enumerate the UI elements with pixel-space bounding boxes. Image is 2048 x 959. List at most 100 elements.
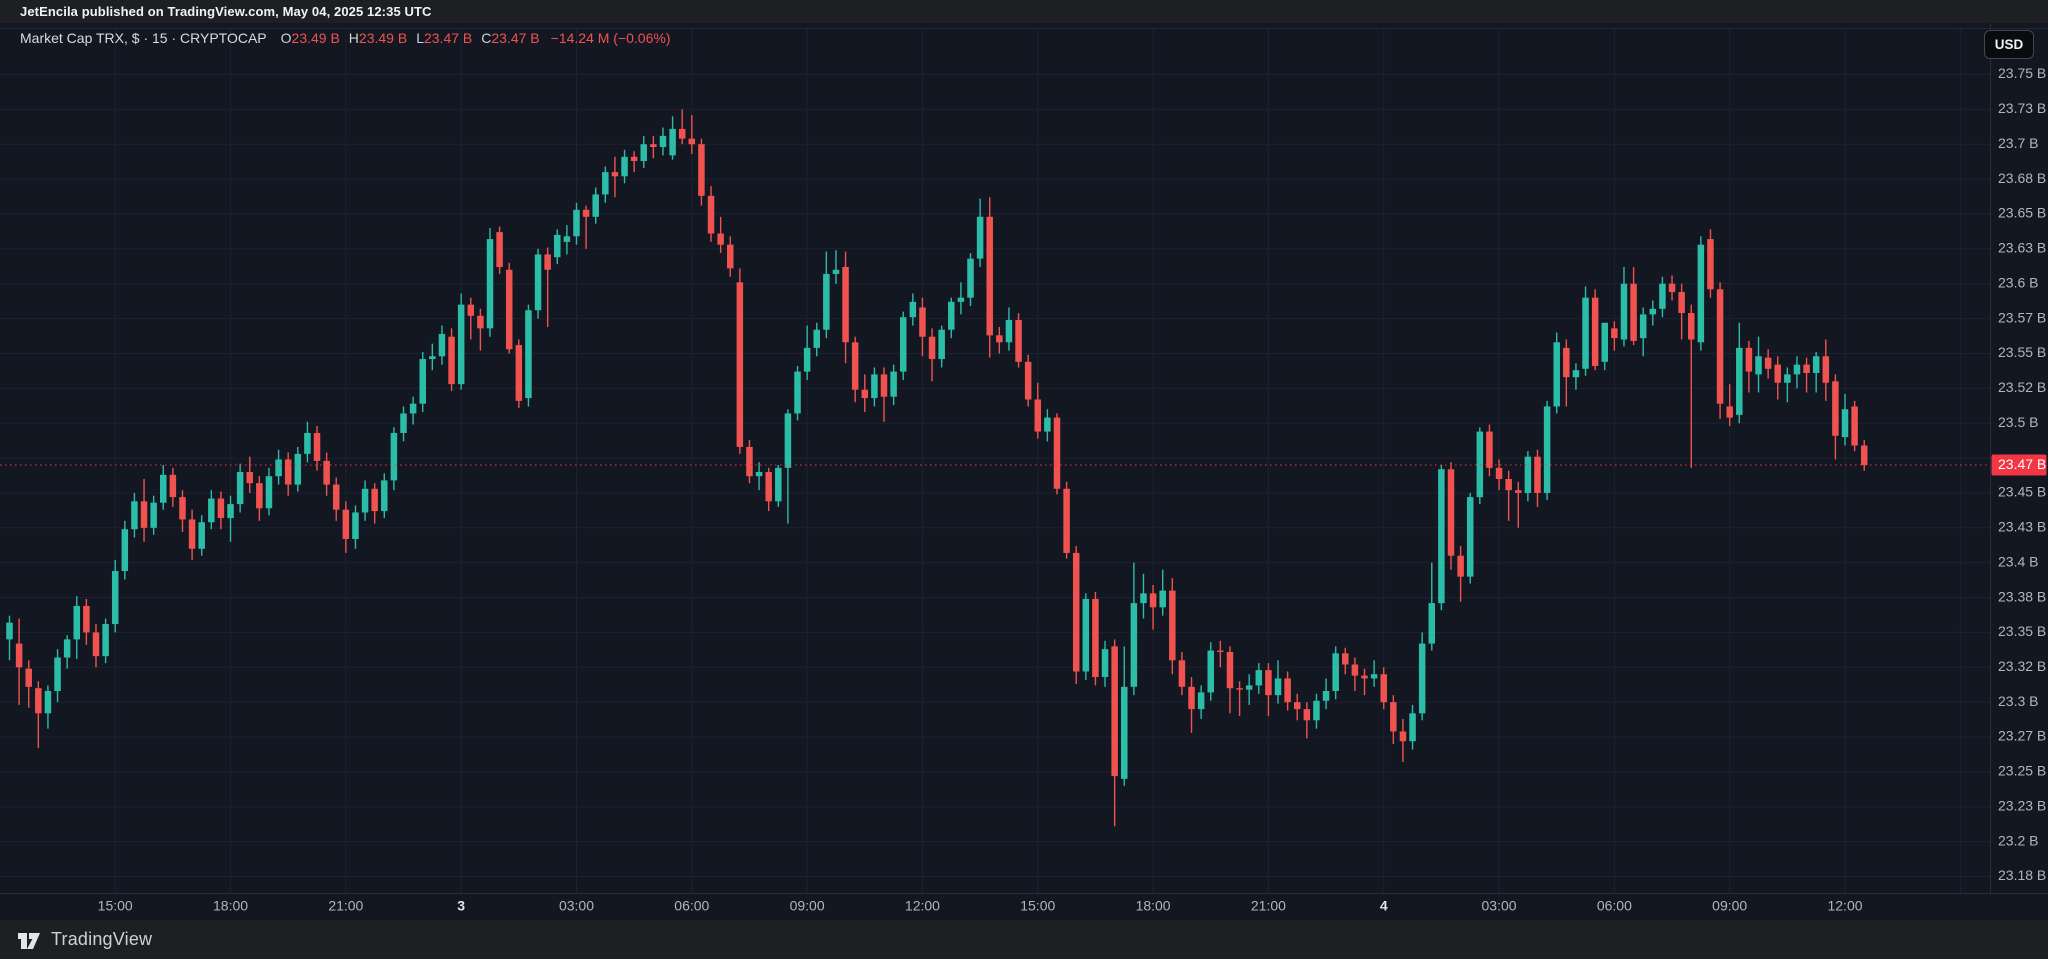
candle-body [361,488,369,513]
candle-body [1563,347,1570,378]
candle-body [1466,497,1474,577]
candle-body [1736,347,1743,415]
candle-body [1005,319,1013,343]
candle-body [976,216,984,259]
candle-body [169,474,177,498]
candle-body [1688,313,1695,340]
tradingview-logo-icon[interactable] [16,927,42,953]
price-tick-label: 23.7 B [1998,135,2038,151]
candle-body [73,605,81,640]
price-axis[interactable]: 23.75 B 23.73 B 23.7 B 23.68 B 23.65 B 23.63 … [1998,65,2046,883]
candle-body [198,522,205,549]
price-tick-label: 23.68 B [1998,170,2046,186]
bottom-bar: TradingView [0,920,2048,959]
candle-body [265,476,273,509]
candle-body [140,501,148,528]
candle-body [1812,356,1820,373]
candle-body [150,502,157,528]
price-chart-svg[interactable]: 23.75 B 23.73 B 23.7 B 23.68 B 23.65 B 23.63 … [0,23,2048,920]
price-tick-label: 23.18 B [1998,867,2046,883]
candle-body [1121,686,1128,779]
candle-body [544,254,551,270]
candle-body [1601,322,1609,362]
candle-body [1130,603,1138,687]
candle-body [1101,649,1109,678]
candle-body [1044,417,1051,432]
candle-body [1486,431,1493,468]
price-tick-label: 23.27 B [1998,728,2046,744]
time-tick-label: 12:00 [1827,898,1862,914]
candle-body [188,519,196,549]
candle-body [6,622,13,640]
candle-body [803,347,811,372]
candle-body [967,258,974,298]
candle-body [1015,319,1022,362]
price-tick-label: 23.38 B [1998,588,2046,604]
candle-body [1178,660,1186,687]
time-axis[interactable]: 15:00 18:00 21:00 3 03:00 06:00 09:00 12:00 15:0… [98,898,1863,914]
candle-body [1370,674,1378,679]
candle-body [851,342,859,390]
candle-body [1082,598,1090,672]
candle-body [621,156,628,177]
candle-body [899,317,907,372]
candle-body [429,356,436,360]
candle-body [1524,456,1532,493]
candle-body [284,459,292,485]
price-tick-label: 23.52 B [1998,379,2046,395]
candle-body [1092,598,1099,678]
candle-body [919,307,926,337]
candle-body [871,374,878,399]
candle-body [707,195,715,234]
time-tick-label: 06:00 [674,898,709,914]
candle-body [1034,399,1042,432]
candle-body [1774,364,1781,383]
time-tick-label: 3 [457,898,465,914]
candle-body [1745,347,1753,372]
candle-body [1265,670,1272,696]
candle-body [400,413,407,433]
candle-body [35,688,42,714]
candle-body [640,144,648,161]
candle-body [505,269,513,350]
candle-body [1303,709,1311,721]
candle-body [457,304,465,385]
candles [6,109,1868,827]
candle-body [592,194,599,217]
candle-body [160,474,167,503]
candle-body [467,304,475,316]
time-tick-label: 15:00 [98,898,133,914]
publish-bar-text: JetEncila published on TradingView.com, … [20,4,432,19]
candle-body [1207,650,1214,693]
price-tick-label: 23.73 B [1998,100,2046,116]
candle-body [1380,674,1387,703]
candle-body [1582,297,1589,369]
time-tick-label: 03:00 [559,898,594,914]
candle-body [323,460,330,485]
tradingview-wordmark[interactable]: TradingView [51,929,153,949]
price-tick-label: 23.23 B [1998,797,2046,813]
candle-body [1409,713,1416,742]
last-price-tag: 23.47 B [1991,454,2047,476]
candle-body [15,643,23,668]
candle-body [409,403,417,414]
candle-body [736,282,744,447]
candle-body [1322,691,1330,701]
candle-body [1505,478,1512,491]
candle-body [1716,289,1724,404]
candle-body [294,453,302,485]
last-price-label: 23.47 B [1998,456,2046,472]
candle-body [1841,409,1849,438]
candle-body [131,501,138,530]
candle-body [1495,467,1503,479]
currency-toggle-button[interactable]: USD [1984,30,2034,59]
price-tick-label: 23.57 B [1998,309,2046,325]
candle-body [1832,381,1839,436]
candle-body [1188,686,1195,710]
candle-body [1293,702,1301,710]
candle-body [717,233,724,245]
candle-body [1274,678,1282,696]
candle-body [496,232,503,267]
candle-body [765,472,772,502]
